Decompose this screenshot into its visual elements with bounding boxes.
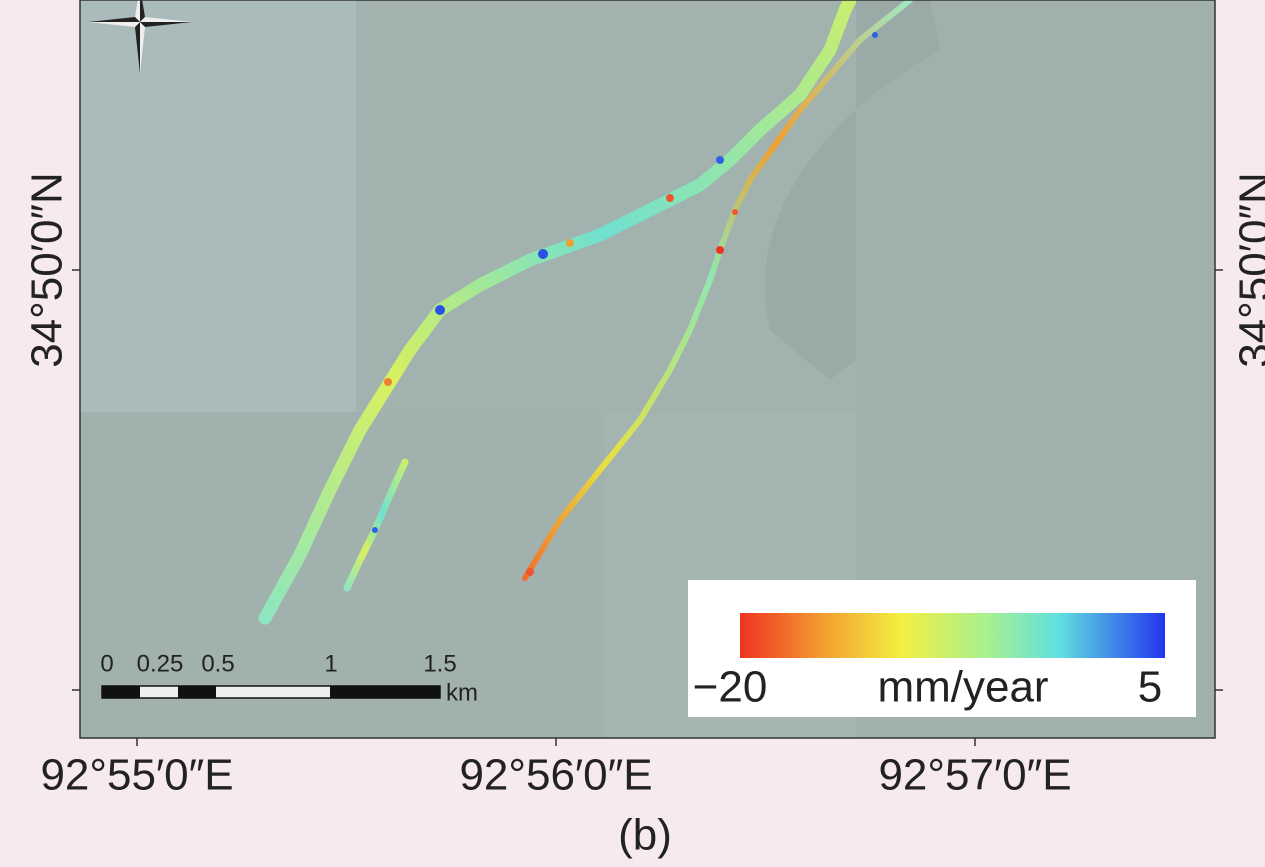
- longitude-label: 92°56′0″E: [459, 751, 652, 800]
- spot: [872, 32, 878, 38]
- scale-label: 1: [324, 650, 337, 677]
- spot: [384, 378, 392, 386]
- image-tile: [80, 0, 356, 412]
- colorbar-unit: mm/year: [877, 663, 1048, 712]
- scale-label: 1.5: [423, 650, 456, 677]
- spot: [666, 194, 674, 202]
- colorbar: [740, 613, 1165, 658]
- scale-label: 0: [100, 650, 113, 677]
- longitude-label: 92°55′0″E: [40, 751, 233, 800]
- spot: [732, 209, 738, 215]
- figure: 0 0.25 0.5 1 1.5 km −20 mm/year 5 92°55′…: [0, 0, 1265, 867]
- scale-label: 0.5: [201, 650, 234, 677]
- image-tile: [356, 0, 856, 412]
- scale-unit: km: [446, 679, 478, 706]
- legend: −20 mm/year 5: [688, 580, 1196, 717]
- spot: [526, 568, 534, 576]
- caption: (b): [618, 811, 672, 860]
- latitude-label: 34°50′0″N: [23, 172, 72, 368]
- spot: [566, 239, 574, 247]
- spot: [716, 156, 724, 164]
- latitude-label: 34°50′0″N: [1231, 172, 1265, 368]
- spot: [372, 527, 378, 533]
- colorbar-max: 5: [1138, 663, 1162, 712]
- spot: [435, 305, 445, 315]
- scale-label: 0.25: [137, 650, 184, 677]
- longitude-label: 92°57′0″E: [878, 751, 1071, 800]
- colorbar-min: −20: [693, 663, 768, 712]
- spot: [538, 249, 548, 259]
- page: {"axes": {"x_labels": ["92°55′0″E", "92°…: [0, 0, 1265, 867]
- spot: [716, 246, 724, 254]
- map: 0 0.25 0.5 1 1.5 km −20 mm/year 5: [80, 0, 1216, 738]
